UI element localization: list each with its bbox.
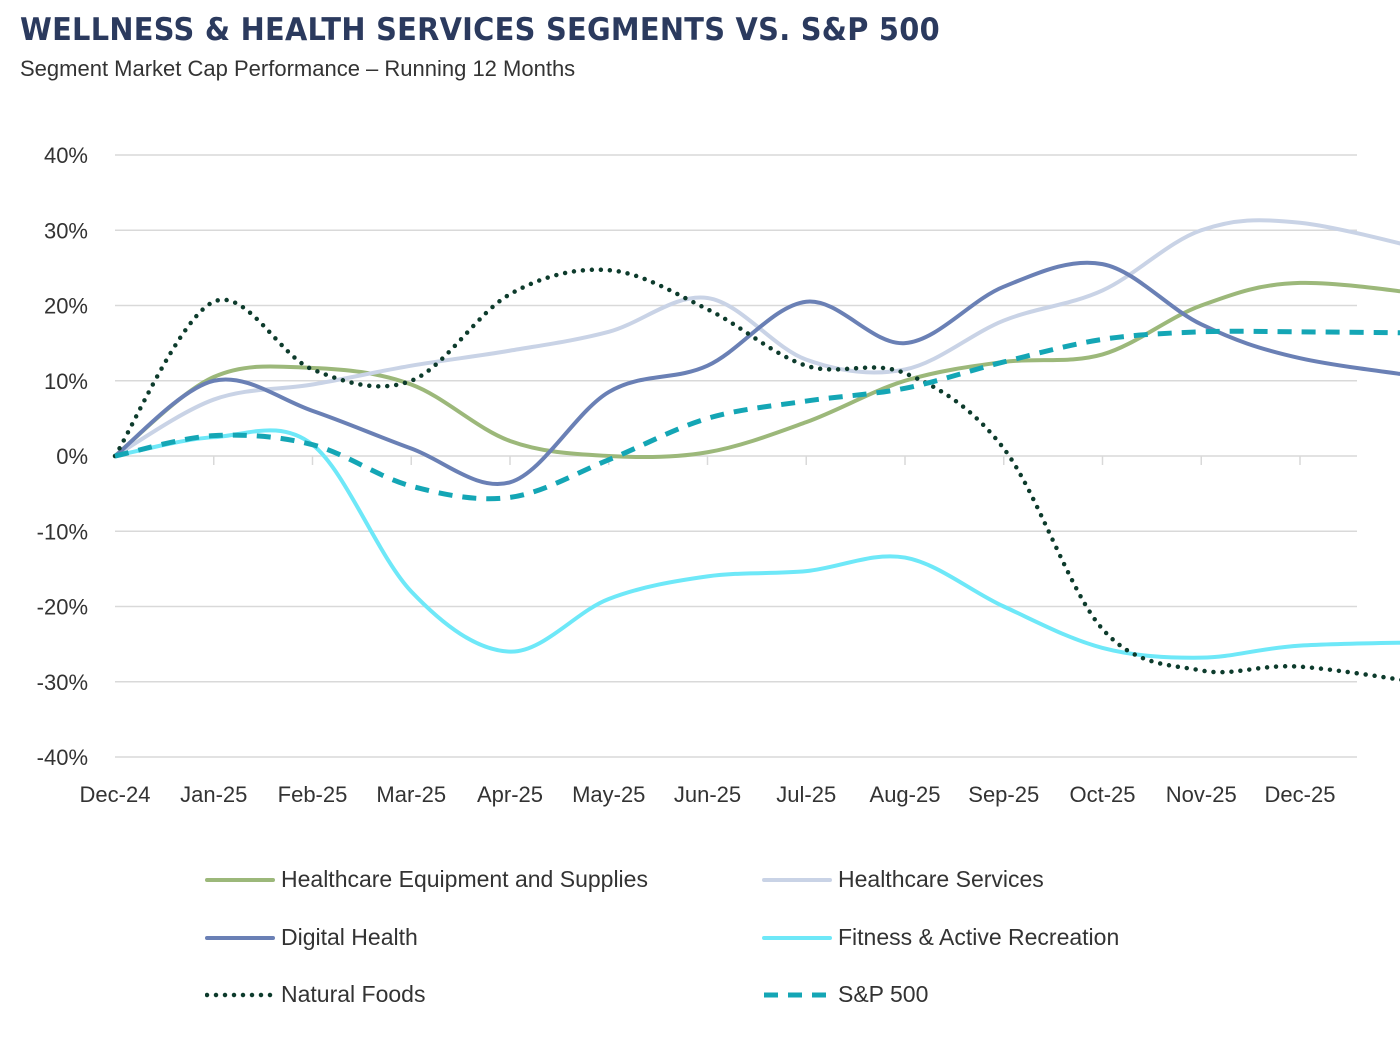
y-tick-label: 30% (44, 218, 88, 243)
y-tick-label: 10% (44, 369, 88, 394)
x-tick-label: Feb-25 (278, 782, 348, 807)
x-tick-label: Jul-25 (776, 782, 836, 807)
series-line-healthcare-equipment-and-supplies (113, 280, 1400, 460)
series-line-s-p-500 (114, 328, 1400, 502)
y-tick-label: 20% (44, 294, 88, 319)
x-tick-label: Aug-25 (870, 782, 941, 807)
series-line-healthcare-services (113, 218, 1400, 458)
legend-item: Natural Foods (205, 981, 425, 1008)
y-axis-ticks: 40% 30% 20% 10% 0% -10% -20% -30% -40% (37, 143, 88, 770)
series-line-digital-health (113, 260, 1400, 486)
legend-label: Digital Health (281, 924, 418, 950)
x-tick-label: Mar-25 (376, 782, 446, 807)
x-tick-label: Oct-25 (1069, 782, 1135, 807)
chart-title: WELLNESS & HEALTH SERVICES SEGMENTS VS. … (20, 12, 940, 48)
legend-item: Digital Health (205, 924, 418, 951)
legend-swatch (205, 992, 275, 997)
y-tick-label: -40% (37, 745, 88, 770)
legend-label: Healthcare Equipment and Supplies (281, 866, 648, 892)
y-tick-label: 40% (44, 143, 88, 168)
x-tick-label: May-25 (572, 782, 645, 807)
legend-label: Natural Foods (281, 981, 426, 1007)
x-axis-ticks: Dec-24 Jan-25 Feb-25 Mar-25 Apr-25 May-25 Jun-… (80, 456, 1336, 807)
x-tick-label: Dec-25 (1265, 782, 1336, 807)
x-tick-label: Sep-25 (968, 782, 1039, 807)
legend-swatch (205, 935, 275, 940)
y-tick-label: -10% (37, 519, 88, 544)
legend-item: S&P 500 (762, 981, 928, 1008)
legend-swatch (205, 877, 275, 882)
legend-label: Healthcare Services (838, 866, 1044, 892)
x-tick-label: Apr-25 (477, 782, 543, 807)
y-tick-label: -30% (37, 670, 88, 695)
y-tick-label: 0% (56, 444, 88, 469)
legend-item: Healthcare Services (762, 866, 1044, 893)
x-tick-label: Jan-25 (180, 782, 247, 807)
legend-item: Fitness & Active Recreation (762, 924, 1119, 951)
legend-label: Fitness & Active Recreation (838, 924, 1120, 950)
legend-swatch (764, 992, 830, 997)
chart-subtitle: Segment Market Cap Performance – Running… (20, 56, 576, 81)
legend-item: Healthcare Equipment and Supplies (205, 866, 648, 893)
x-tick-label: Nov-25 (1166, 782, 1237, 807)
y-tick-label: -20% (37, 595, 88, 620)
x-tick-label: Jun-25 (674, 782, 741, 807)
x-tick-label: Dec-24 (80, 782, 151, 807)
series-line-natural-foods (112, 267, 1400, 682)
series-line-fitness-active-recreation (113, 428, 1400, 660)
series-lines (112, 218, 1400, 682)
legend-swatch (762, 935, 832, 940)
legend-label: S&P 500 (838, 981, 929, 1007)
legend-swatch (762, 877, 832, 882)
